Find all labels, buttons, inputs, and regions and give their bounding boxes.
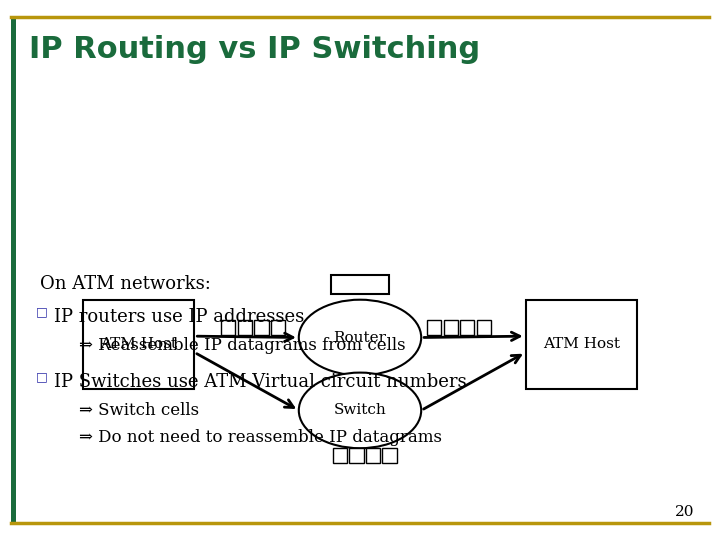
Text: On ATM networks:: On ATM networks: [40, 275, 210, 293]
Text: IP Switches use ATM Virtual circuit numbers: IP Switches use ATM Virtual circuit numb… [54, 373, 467, 390]
Text: IP routers use IP addresses: IP routers use IP addresses [54, 308, 305, 326]
Text: Router: Router [333, 330, 387, 345]
Bar [526, 300, 637, 389]
Text: □: □ [36, 370, 48, 383]
Text: ⇒ Reassemble IP datagrams from cells: ⇒ Reassemble IP datagrams from cells [79, 338, 406, 354]
Bar [11, 17, 16, 523]
Bar [254, 320, 269, 335]
Bar [444, 320, 458, 335]
Bar [238, 320, 252, 335]
Bar [427, 320, 441, 335]
Bar [366, 448, 380, 463]
Text: 20: 20 [675, 505, 695, 519]
Bar [331, 275, 389, 294]
Ellipse shape [299, 373, 421, 448]
Bar [271, 320, 285, 335]
Text: Switch: Switch [333, 403, 387, 417]
Text: □: □ [36, 305, 48, 318]
Bar [221, 320, 235, 335]
Bar [83, 300, 194, 389]
Bar [460, 320, 474, 335]
Bar [333, 448, 347, 463]
Bar [349, 448, 364, 463]
Bar [382, 448, 397, 463]
Text: IP Routing vs IP Switching: IP Routing vs IP Switching [29, 35, 480, 64]
Text: ATM Host: ATM Host [543, 338, 620, 351]
Ellipse shape [299, 300, 421, 375]
Text: ⇒ Switch cells: ⇒ Switch cells [79, 402, 199, 419]
Text: ⇒ Do not need to reassemble IP datagrams: ⇒ Do not need to reassemble IP datagrams [79, 429, 442, 446]
Text: ATM Host: ATM Host [100, 338, 177, 351]
Bar [477, 320, 491, 335]
